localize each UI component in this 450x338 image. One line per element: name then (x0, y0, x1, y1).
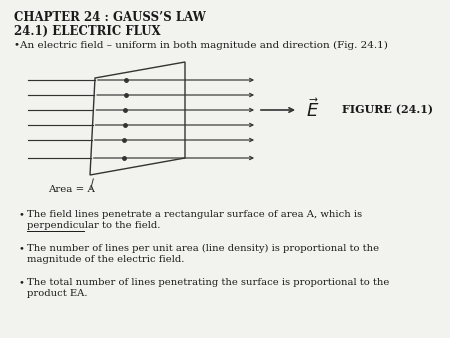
Text: $\vec{E}$: $\vec{E}$ (306, 99, 319, 121)
Text: CHAPTER 24 : GAUSS’S LAW: CHAPTER 24 : GAUSS’S LAW (14, 11, 206, 24)
Text: Area = A: Area = A (48, 185, 95, 194)
Text: The total number of lines penetrating the surface is proportional to the: The total number of lines penetrating th… (27, 278, 389, 287)
Text: •: • (19, 278, 25, 287)
Text: The number of lines per unit area (line density) is proportional to the: The number of lines per unit area (line … (27, 244, 379, 253)
Text: •: • (19, 210, 25, 219)
Text: product EA.: product EA. (27, 289, 87, 298)
Text: •: • (19, 244, 25, 253)
Text: •An electric field – uniform in both magnitude and direction (Fig. 24.1): •An electric field – uniform in both mag… (14, 41, 388, 50)
Text: magnitude of the electric field.: magnitude of the electric field. (27, 255, 184, 264)
Text: The field lines penetrate a rectangular surface of area A, which is: The field lines penetrate a rectangular … (27, 210, 362, 219)
Text: perpendicular to the field.: perpendicular to the field. (27, 221, 160, 230)
Text: FIGURE (24.1): FIGURE (24.1) (342, 104, 433, 116)
Text: 24.1) ELECTRIC FLUX: 24.1) ELECTRIC FLUX (14, 25, 161, 38)
